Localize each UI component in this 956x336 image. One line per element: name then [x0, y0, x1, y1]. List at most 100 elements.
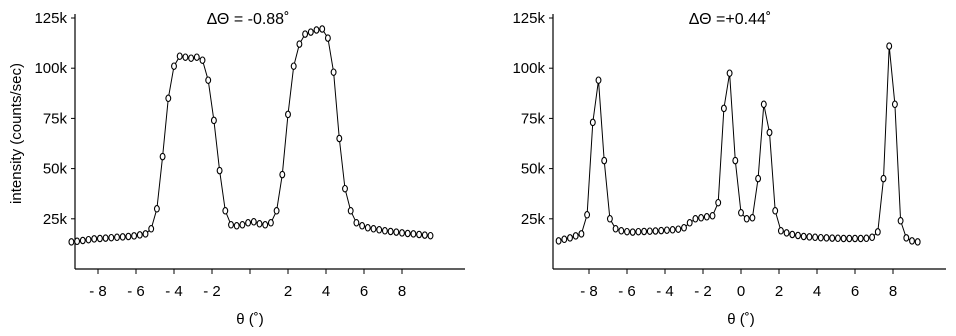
- panel-2-data-point: [601, 156, 608, 165]
- panel-1-data-point: [153, 205, 160, 213]
- panel-1-data-point: [416, 230, 423, 239]
- panel-2-data-point: [726, 69, 733, 77]
- panel-1-data-point: [279, 170, 286, 179]
- panel-2-x-axis-title: θ (˚): [727, 311, 755, 328]
- panel-2-x-tick-label: - 8: [580, 283, 598, 300]
- panel-2-data-point: [834, 234, 841, 243]
- panel-1-data-point: [427, 231, 434, 240]
- panel-1-data-point: [285, 110, 291, 119]
- panel-2-data-point: [584, 211, 591, 219]
- panel-2-y-tick-label: 75k: [521, 110, 546, 127]
- panel-1-data-point: [262, 221, 269, 229]
- panel-2-data-point: [567, 234, 573, 242]
- panel-1-data-point: [199, 56, 206, 64]
- panel-1-data-point: [381, 227, 388, 235]
- panel-1-data-point: [216, 166, 223, 175]
- panel-1-data-point: [330, 68, 337, 76]
- panel-1-y-tick-label: 75k: [43, 110, 68, 127]
- panel-1-y-tick-label: 50k: [43, 161, 68, 178]
- panel-1-x-tick-label: - 2: [203, 283, 221, 300]
- panel-1-data-point: [421, 231, 428, 239]
- panel-1-data-point: [228, 221, 234, 229]
- panel-1-data-point: [250, 218, 257, 226]
- panel-1-data-point: [131, 232, 138, 240]
- panel-1-data-point: [182, 53, 189, 61]
- panel-2-data-point: [817, 233, 824, 242]
- panel-2-data-point: [874, 228, 881, 236]
- panel-2-data-point: [789, 230, 796, 239]
- panel-1-data-point: [188, 54, 195, 62]
- panel-2-data-point: [652, 227, 659, 235]
- panel-1-data-point: [91, 235, 98, 243]
- panel-1-data-point: [108, 233, 115, 242]
- panel-1-data-point: [307, 28, 314, 36]
- panel-1-x-tick-label: - 4: [165, 283, 183, 300]
- panel-1-data-point: [205, 76, 212, 84]
- panel-2-data-point: [772, 207, 779, 215]
- panel-2-data-point: [555, 237, 562, 245]
- panel-2-data-point: [675, 225, 682, 233]
- panel-2-data-point: [629, 228, 636, 236]
- panel-1-data-point: [359, 222, 366, 230]
- panel-1-data-point: [245, 219, 252, 227]
- panel-2-data-point: [589, 118, 596, 127]
- panel-1-data-point: [68, 238, 75, 246]
- panel-2-data-point: [852, 234, 858, 243]
- panel-2-data-point: [777, 227, 784, 235]
- panel-2-y-tick-label: 50k: [521, 161, 546, 178]
- panel-2-data-point: [886, 42, 893, 50]
- panel-2-data-point: [698, 214, 705, 222]
- panel-2-data-point: [766, 128, 773, 137]
- panel-2-data-point: [795, 231, 801, 240]
- panel-2-y-tick-label: 25k: [521, 211, 546, 228]
- panel-1-data-point: [370, 225, 377, 233]
- panel-2-data-point: [595, 76, 602, 84]
- panel-2-data-point: [829, 234, 836, 242]
- panel-2-data-point: [606, 215, 613, 223]
- panel-1-data-point: [399, 229, 405, 237]
- panel-2-data-point: [681, 224, 687, 232]
- panel-1-data-point: [410, 230, 417, 238]
- panel-1-data-point: [79, 236, 86, 245]
- panel-2-data-point: [624, 227, 630, 236]
- panel-1-y-axis-title: intensity (counts/sec): [8, 63, 25, 204]
- panel-2-data-point: [869, 233, 876, 242]
- panel-1-data-point: [313, 26, 320, 34]
- panel-2-data-point: [743, 215, 750, 223]
- panel-2-data-point: [641, 227, 648, 236]
- panel-1-data-point: [336, 134, 343, 143]
- panel-2-data-point: [909, 237, 915, 245]
- panel-1-data-point: [114, 233, 120, 242]
- panel-2-data-point: [686, 219, 693, 227]
- panel-2-data-point: [572, 232, 579, 240]
- panel-2-data-point: [903, 234, 910, 242]
- panel-2-x-tick-label: 2: [775, 283, 783, 300]
- panel-1-data-point: [393, 228, 400, 236]
- panel-1-data-point: [148, 225, 155, 233]
- panel-1-data-point: [222, 207, 229, 215]
- panel-2-data-point: [880, 174, 887, 183]
- panel-1-data-point: [319, 25, 326, 33]
- panel-2-data-point: [891, 100, 898, 109]
- panel-2-data-point: [635, 227, 642, 236]
- panel-2-x-tick-label: 8: [889, 283, 897, 300]
- panel-1-data-point: [176, 52, 183, 60]
- panel-2-data-point: [618, 227, 625, 235]
- panel-2-data-point: [812, 233, 819, 242]
- panel-2-data-point: [646, 227, 653, 235]
- panel-2-data-point: [738, 209, 744, 217]
- panel-1-x-axis-title: θ (˚): [236, 311, 264, 328]
- panel-2-x-tick-label: - 2: [694, 283, 712, 300]
- panel-2-data-point: [840, 234, 847, 243]
- panel-2-data-point: [669, 226, 676, 234]
- panel-1-y-tick-label: 125k: [34, 10, 67, 27]
- panel-2-data-point: [663, 226, 670, 234]
- panel-1-data-point: [324, 34, 331, 42]
- panel-2-data-point: [760, 100, 767, 109]
- panel-2-data-point: [806, 233, 813, 241]
- panel-2-data-point: [857, 234, 864, 243]
- panel-1-data-point: [142, 230, 149, 238]
- panel-2-data-point: [755, 174, 762, 183]
- panel-2-title: ΔΘ =+0.44˚: [689, 11, 771, 28]
